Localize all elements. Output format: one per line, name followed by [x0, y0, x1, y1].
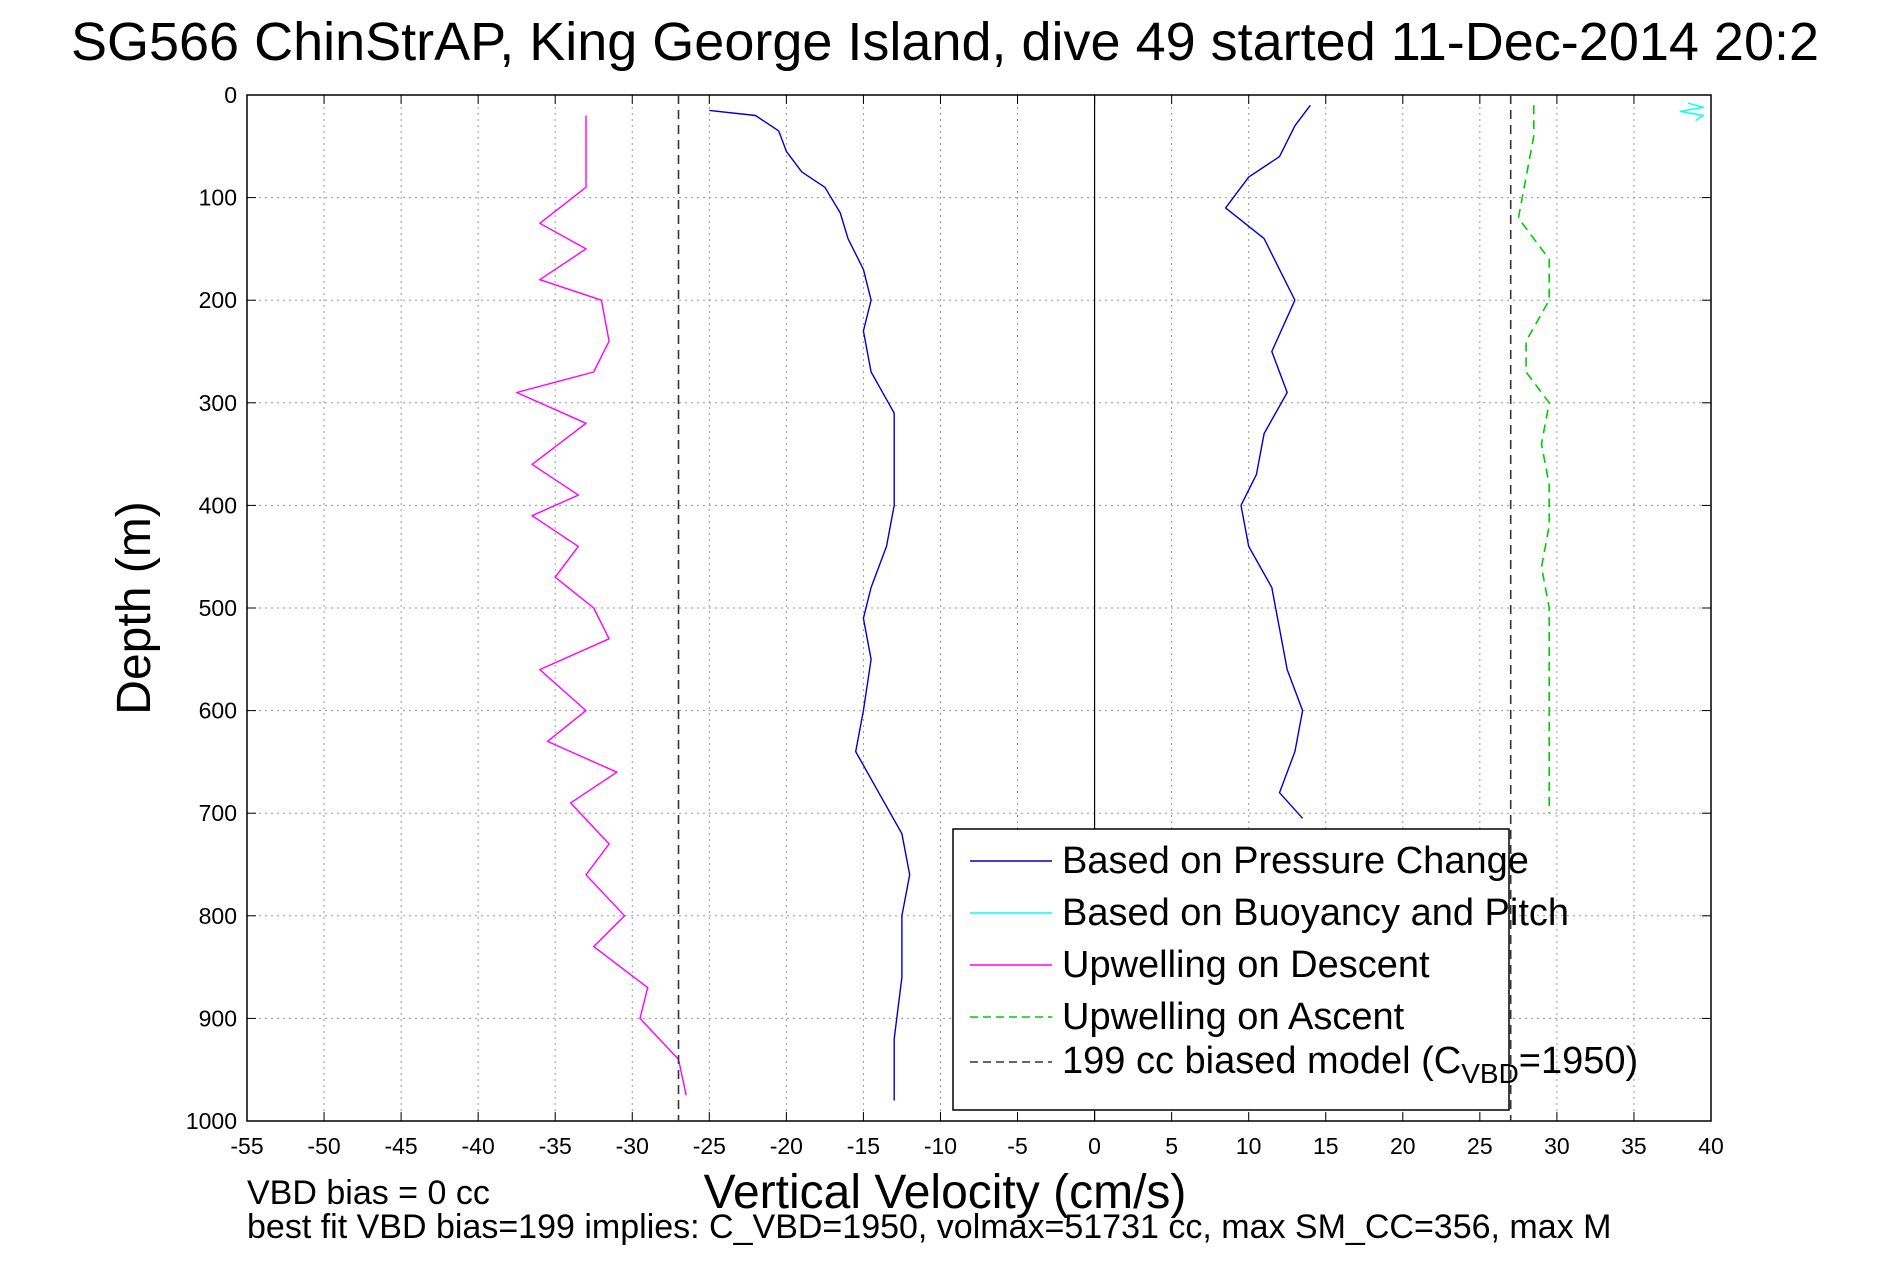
x-axis-label: Vertical Velocity (cm/s) — [704, 1166, 1187, 1219]
y-tick-label: 700 — [199, 800, 237, 826]
x-tick-label: 10 — [1236, 1133, 1262, 1159]
legend-label: Based on Pressure Change — [1062, 840, 1529, 882]
y-tick-label: 0 — [224, 82, 237, 108]
series-line-2 — [516, 115, 687, 1096]
y-tick-label: 500 — [199, 595, 237, 621]
x-tick-label: -25 — [693, 1133, 726, 1159]
y-axis-label: Depth (m) — [108, 501, 161, 714]
vbd-bias-note: VBD bias = 0 cc — [247, 1174, 490, 1212]
y-tick-label: 800 — [199, 903, 237, 929]
x-tick-label: -40 — [462, 1133, 495, 1159]
legend-label: Based on Buoyancy and Pitch — [1062, 892, 1569, 934]
x-tick-label: -35 — [539, 1133, 572, 1159]
legend-model-suffix: =1950) — [1519, 1040, 1638, 1082]
x-tick-label: 40 — [1698, 1133, 1724, 1159]
series-line-4 — [1679, 102, 1704, 122]
y-tick-label: 200 — [199, 287, 237, 313]
x-tick-label: -15 — [847, 1133, 880, 1159]
y-tick-label: 600 — [199, 698, 237, 724]
best-fit-note: best fit VBD bias=199 implies: C_VBD=195… — [247, 1208, 1611, 1246]
y-tick-label: 300 — [199, 390, 237, 416]
y-tick-label: 1000 — [186, 1108, 237, 1134]
x-tick-label: -20 — [770, 1133, 803, 1159]
x-tick-label: 20 — [1390, 1133, 1416, 1159]
y-tick-label: 900 — [199, 1005, 237, 1031]
legend-label: Upwelling on Ascent — [1062, 996, 1405, 1038]
x-tick-label: -5 — [1007, 1133, 1027, 1159]
y-tick-label: 100 — [199, 185, 237, 211]
x-tick-label: -45 — [384, 1133, 417, 1159]
series-line-3 — [1517, 105, 1550, 814]
series-line-0 — [709, 109, 911, 1101]
x-tick-label: -10 — [924, 1133, 957, 1159]
series-line-1 — [1224, 104, 1311, 819]
chart-title: SG566 ChinStrAP, King George Island, div… — [71, 12, 1819, 72]
legend-model-subscript: VBD — [1461, 1058, 1519, 1089]
x-tick-label: 5 — [1165, 1133, 1178, 1159]
legend-model-prefix: 199 cc biased model (C — [1062, 1040, 1461, 1082]
legend-label-model: 199 cc biased model (CVBD=1950) — [1062, 1040, 1638, 1089]
x-tick-label: 30 — [1544, 1133, 1570, 1159]
x-tick-label: -50 — [307, 1133, 340, 1159]
legend: Based on Pressure Change Based on Buoyanc… — [952, 828, 1638, 1111]
tick-labels: -55 -50 -45 -40 -35 -30 -25 -20 -15 -10 -5 0 5 10 15 20… — [186, 82, 1724, 1159]
legend-box — [952, 828, 1510, 1111]
x-tick-label: -55 — [230, 1133, 263, 1159]
legend-label: Upwelling on Descent — [1062, 944, 1430, 986]
x-tick-label: -30 — [616, 1133, 649, 1159]
x-tick-label: 35 — [1621, 1133, 1647, 1159]
plot-axes — [246, 94, 1712, 1122]
legend-items: Based on Pressure Change Based on Buoyanc… — [970, 840, 1569, 1038]
x-tick-label: 0 — [1088, 1133, 1101, 1159]
x-tick-label: 15 — [1313, 1133, 1339, 1159]
series-layer — [516, 94, 1704, 1122]
y-tick-label: 400 — [199, 492, 237, 518]
x-tick-label: 25 — [1467, 1133, 1493, 1159]
